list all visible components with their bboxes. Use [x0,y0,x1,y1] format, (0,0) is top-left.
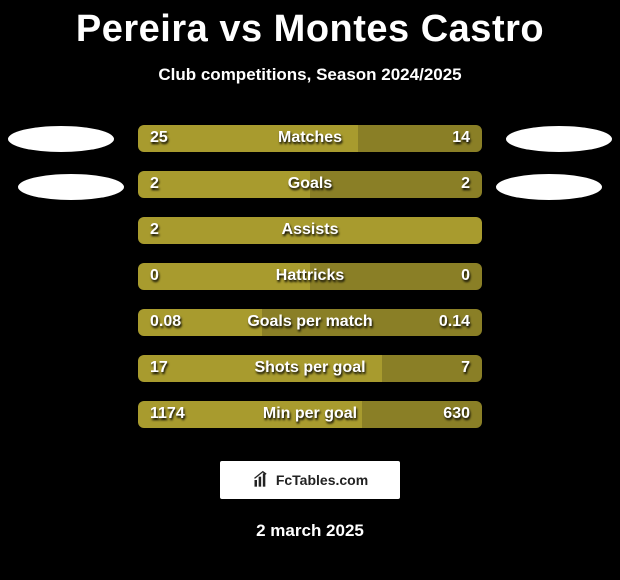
stat-label: Hattricks [276,267,344,285]
stat-bar-right [310,171,482,198]
stat-value-right: 0.14 [439,313,470,331]
stat-value-left: 0.08 [150,313,181,331]
stat-row: 25 14 Matches [0,115,620,161]
stat-row: 2 2 Goals [0,161,620,207]
stat-value-right: 7 [461,359,470,377]
stat-value-left: 2 [150,175,159,193]
stat-row: 1174 630 Min per goal [0,391,620,437]
stat-bar-left [138,171,310,198]
stat-label: Min per goal [263,405,357,423]
stat-value-right: 2 [461,175,470,193]
stat-row: 0.08 0.14 Goals per match [0,299,620,345]
stat-value-left: 17 [150,359,168,377]
stat-value-right: 630 [443,405,470,423]
stat-label: Goals [288,175,332,193]
stat-value-right: 14 [452,129,470,147]
stat-row: 0 0 Hattricks [0,253,620,299]
bars-icon [252,470,272,490]
stat-label: Shots per goal [254,359,365,377]
brand-text: FcTables.com [276,472,368,488]
stat-label: Matches [278,129,342,147]
stat-label: Assists [282,221,339,239]
stat-value-left: 0 [150,267,159,285]
comparison-card: Pereira vs Montes Castro Club competitio… [0,0,620,580]
page-title: Pereira vs Montes Castro [0,8,620,51]
stat-row: 17 7 Shots per goal [0,345,620,391]
stat-value-left: 1174 [150,405,185,423]
stat-rows: 25 14 Matches 2 2 Goals 2 Assists 0 0 Hattricks 0.0… [0,115,620,437]
date-label: 2 march 2025 [0,521,620,541]
stat-value-left: 2 [150,221,159,239]
stat-row: 2 Assists [0,207,620,253]
stat-value-left: 25 [150,129,168,147]
stat-value-right: 0 [461,267,470,285]
brand-chip[interactable]: FcTables.com [220,461,400,499]
stat-label: Goals per match [247,313,372,331]
page-subtitle: Club competitions, Season 2024/2025 [0,65,620,85]
